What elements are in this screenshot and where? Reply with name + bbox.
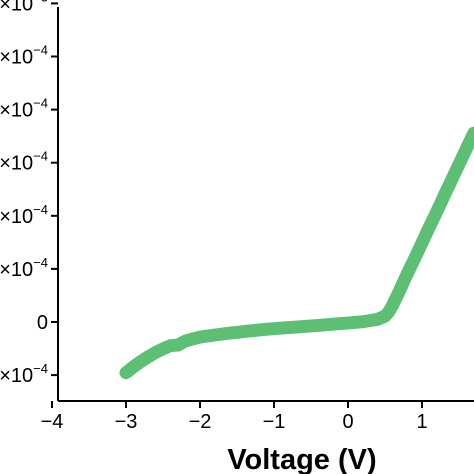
x-axis-title: Voltage (V) — [227, 444, 376, 474]
x-tick-label: 0 — [342, 411, 353, 433]
data-series — [119, 126, 474, 380]
y-tick-label: ×10−4 — [0, 96, 48, 122]
x-axis-ticks: −4 −3 −2 −1 0 1 — [41, 401, 428, 433]
y-tick-label: 0 — [37, 312, 48, 334]
x-tick-label: 1 — [416, 411, 427, 433]
x-tick-label: −4 — [41, 411, 64, 433]
x-tick-label: −3 — [115, 411, 138, 433]
x-tick-label: −2 — [189, 411, 212, 433]
x-tick-label: −1 — [263, 411, 286, 433]
y-tick-label: ×10−4 — [0, 202, 48, 228]
y-tick-label: ×10−3 — [0, 0, 48, 15]
data-point — [467, 126, 474, 140]
y-tick-label: ×10−4 — [0, 361, 48, 387]
y-tick-label: ×10−4 — [0, 149, 48, 175]
y-axis-ticks: ×10−40×10−4×10−4×10−4×10−4×10−4×10−3×10−… — [0, 0, 58, 387]
y-tick-label: ×10−4 — [0, 255, 48, 281]
y-tick-label: ×10−4 — [0, 43, 48, 69]
